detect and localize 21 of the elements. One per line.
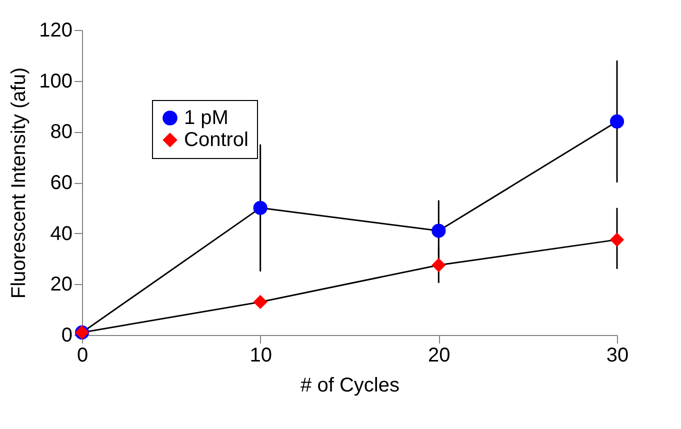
x-tick-label: 0 [76, 344, 88, 366]
x-tick-label: 20 [428, 344, 450, 366]
legend-label: Control [184, 129, 248, 151]
y-tick-label: 100 [39, 70, 72, 92]
point [432, 224, 446, 238]
y-tick-label: 40 [50, 222, 72, 245]
y-tick-label: 20 [50, 274, 72, 296]
y-tick-label: 60 [50, 172, 72, 194]
point [610, 232, 624, 247]
point [610, 114, 624, 129]
point [432, 258, 446, 272]
y-tick-label: 0 [61, 324, 72, 346]
x-tick-label: 10 [250, 344, 272, 366]
y-axis-title: Fluorescent Intensity (afu) [8, 67, 30, 299]
x-axis-title: # of Cycles [300, 374, 400, 396]
point [253, 200, 268, 215]
legend-label: 1 pM [184, 107, 228, 129]
y-tick-label: 80 [50, 121, 72, 144]
x-tick-label: 30 [606, 344, 629, 366]
point [253, 294, 268, 310]
y-tick-label: 120 [39, 20, 72, 42]
